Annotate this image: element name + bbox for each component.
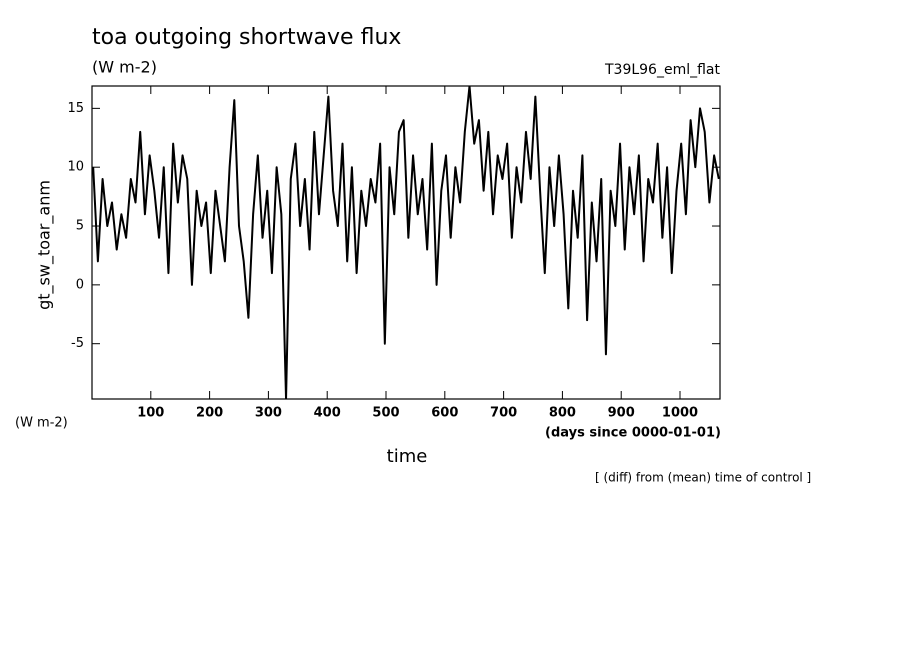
x-tick-label: 1000 (662, 406, 698, 421)
x-unit: (days since 0000-01-01) (545, 426, 721, 441)
plot-frame (91, 85, 721, 400)
y-unit: (W m-2) (15, 416, 68, 431)
x-tick-label: 800 (549, 406, 576, 421)
note: [ (diff) from (mean) time of control ] (595, 471, 811, 485)
data-line (92, 86, 720, 399)
y-tick-label: 10 (67, 160, 84, 175)
y-tick-label: 5 (76, 219, 84, 234)
y-axis-label: gt_sw_toar_anm (35, 180, 55, 310)
y-tick-label: 0 (76, 277, 84, 292)
x-tick-label: 100 (137, 406, 164, 421)
x-tick-label: 900 (608, 406, 635, 421)
x-tick-label: 200 (196, 406, 223, 421)
x-axis-label: time (387, 446, 428, 467)
x-tick-label: 600 (431, 406, 458, 421)
x-tick-label: 300 (255, 406, 282, 421)
x-tick-label: 500 (372, 406, 399, 421)
y-tick-label: 15 (67, 101, 84, 116)
y-tick-label: -5 (71, 336, 84, 351)
x-tick-label: 400 (314, 406, 341, 421)
chart-subtitle: (W m-2) (92, 58, 157, 77)
x-tick-label: 700 (490, 406, 517, 421)
annotation: T39L96_eml_flat (604, 62, 721, 78)
chart-title: toa outgoing shortwave flux (92, 25, 401, 50)
